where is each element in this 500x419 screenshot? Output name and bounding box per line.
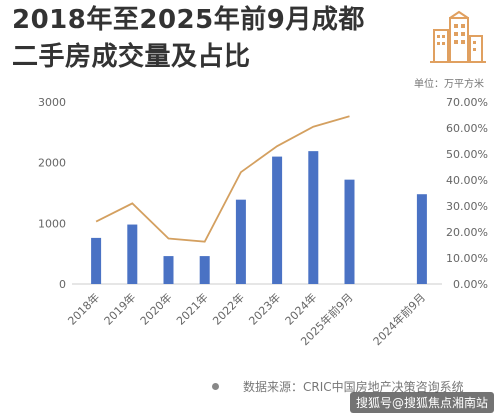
bar: [91, 237, 102, 284]
x-tick-label: 2023年: [246, 290, 283, 327]
bar: [416, 194, 427, 284]
unit-label: 单位：万平方米: [414, 79, 484, 90]
bar: [308, 151, 319, 284]
right-tick-label: 20.00%: [446, 226, 488, 239]
chart-title: 2018年至2025年前9月成都 二手房成交量及占比: [12, 2, 365, 76]
x-axis-labels: 2018年 2019年 2020年 2021年 2022年 2023年 2024年2025年…: [65, 290, 428, 348]
right-tick-label: 40.00%: [446, 174, 488, 187]
bar: [235, 199, 246, 284]
right-tick-label: 50.00%: [446, 148, 488, 161]
title-line-2: 二手房成交量及占比: [12, 42, 251, 72]
bar: [127, 224, 138, 284]
right-axis-ticks: 0.00% 10.00% 20.00% 30.00% 40.00% 50.00% 60.00…: [446, 96, 488, 291]
right-tick-label: 10.00%: [446, 252, 488, 265]
left-tick-label: 3000: [38, 96, 66, 109]
right-tick-label: 30.00%: [446, 200, 488, 213]
title-line-1: 2018年至2025年前9月成都: [12, 5, 365, 35]
watermark: 搜狐号@搜狐焦点湘南站: [349, 392, 494, 413]
building-logo-icon: [430, 10, 486, 63]
bar: [163, 256, 174, 284]
x-tick-label: 2022年: [210, 290, 247, 327]
share-line: [95, 115, 350, 243]
bar: [199, 256, 210, 284]
bar: [272, 156, 283, 284]
right-tick-label: 70.00%: [446, 96, 488, 109]
x-tick-label: 2024年前9月: [370, 290, 428, 348]
left-axis-ticks: 0 1000 2000 3000: [38, 96, 66, 291]
x-tick-label: 2019年: [101, 290, 138, 327]
line-series: [95, 115, 350, 243]
source-bullet-icon: [212, 383, 219, 390]
left-tick-label: 1000: [38, 217, 66, 230]
bar-series: [91, 151, 427, 284]
left-tick-label: 0: [59, 278, 66, 291]
source-text: 数据来源：CRIC中国房地产决策咨询系统: [243, 380, 464, 394]
x-tick-label: 2024年: [282, 290, 319, 327]
x-tick-label: 2021年: [173, 290, 210, 327]
right-tick-label: 60.00%: [446, 122, 488, 135]
x-tick-label: 2018年: [65, 290, 102, 327]
right-tick-label: 0.00%: [453, 278, 488, 291]
bar: [344, 179, 355, 284]
left-tick-label: 2000: [38, 157, 66, 170]
x-tick-label: 2020年: [137, 290, 174, 327]
